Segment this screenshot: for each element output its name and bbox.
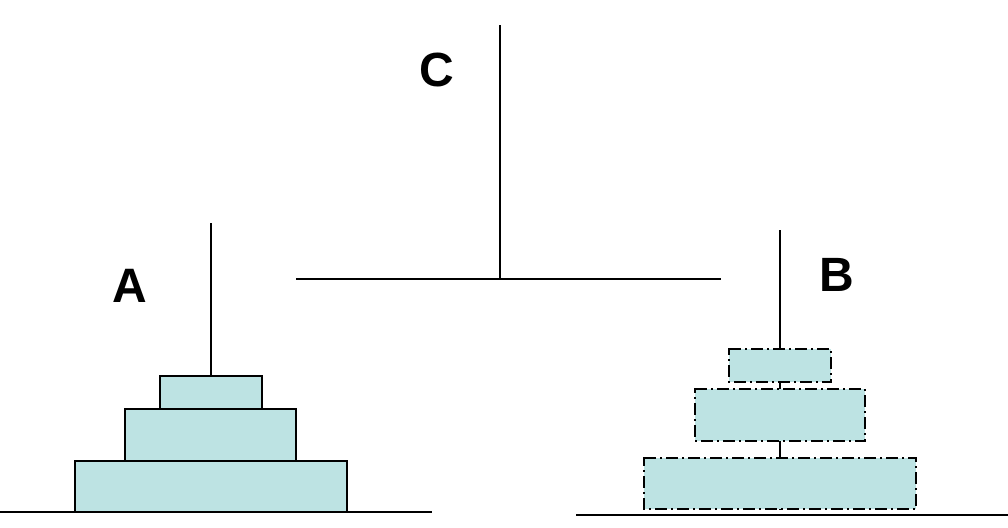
peg-a-label: A bbox=[112, 260, 147, 313]
peg-c-label: C bbox=[419, 44, 454, 97]
peg-b-disk-medium bbox=[694, 388, 866, 442]
peg-a-disk-small bbox=[159, 375, 263, 410]
peg-b-label: B bbox=[819, 249, 854, 302]
peg-b-disk-small bbox=[728, 348, 832, 383]
peg-a-disk-medium bbox=[124, 408, 297, 462]
peg-c-group: C bbox=[296, 25, 721, 280]
peg-b-group: B bbox=[576, 230, 1008, 516]
peg-a-group: A bbox=[0, 223, 432, 513]
peg-a-disk-large bbox=[74, 460, 348, 513]
peg-b-disk-large bbox=[643, 457, 917, 510]
